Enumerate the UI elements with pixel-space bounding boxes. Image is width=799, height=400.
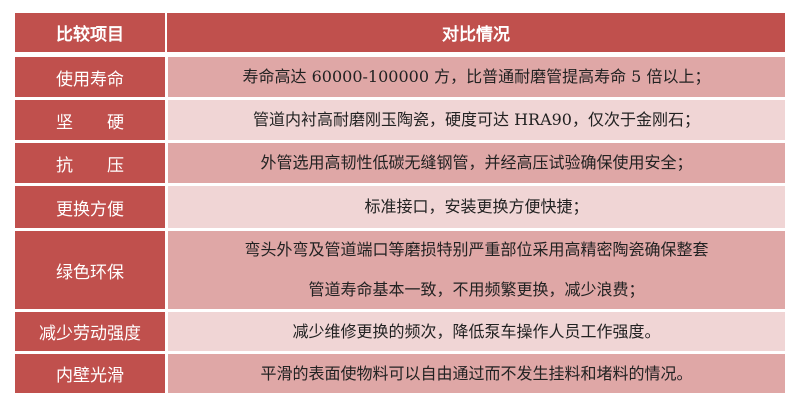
- description-line: 管道内衬高耐磨刚玉陶瓷，硬度可达 HRA90，仅次于金刚石；: [252, 110, 700, 129]
- row-description: 弯头外弯及管道端口等磨损特别严重部位采用高精密陶瓷确保整套 管道寿命基本一致，不…: [168, 231, 785, 309]
- table-row: 内壁光滑 平滑的表面使物料可以自由通过而不发生挂料和堵料的情况。: [15, 354, 785, 393]
- row-item: 更换方便: [15, 186, 165, 228]
- row-description: 标准接口，安装更换方便快捷；: [168, 186, 785, 228]
- description-line: 管道寿命基本一致，不用频繁更换，减少浪费；: [308, 280, 645, 299]
- row-item: 绿色环保: [15, 231, 165, 309]
- row-description: 平滑的表面使物料可以自由通过而不发生挂料和堵料的情况。: [168, 354, 785, 393]
- row-description: 外管选用高韧性低碳无缝钢管，并经高压试验确保使用安全；: [168, 143, 785, 183]
- description-line: 标准接口，安装更换方便快捷；: [364, 197, 589, 216]
- table-row: 坚 硬 管道内衬高耐磨刚玉陶瓷，硬度可达 HRA90，仅次于金刚石；: [15, 100, 785, 140]
- table-row: 更换方便 标准接口，安装更换方便快捷；: [15, 186, 785, 228]
- table-row: 抗 压 外管选用高韧性低碳无缝钢管，并经高压试验确保使用安全；: [15, 143, 785, 183]
- table-row: 减少劳动强度 减少维修更换的频次，降低泵车操作人员工作强度。: [15, 312, 785, 351]
- row-description: 减少维修更换的频次，降低泵车操作人员工作强度。: [168, 312, 785, 351]
- row-item: 使用寿命: [15, 57, 165, 97]
- description-line: 平滑的表面使物料可以自由通过而不发生挂料和堵料的情况。: [260, 363, 693, 383]
- description-line: 弯头外弯及管道端口等磨损特别严重部位采用高精密陶瓷确保整套: [244, 240, 709, 259]
- header-item: 比较项目: [15, 13, 165, 52]
- description-line: 减少维修更换的频次，降低泵车操作人员工作强度。: [292, 321, 661, 341]
- header-description: 对比情况: [167, 13, 785, 52]
- table-row: 使用寿命 寿命高达 60000-100000 方，比普通耐磨管提高寿命 5 倍以…: [15, 57, 785, 97]
- row-description: 寿命高达 60000-100000 方，比普通耐磨管提高寿命 5 倍以上；: [168, 57, 785, 97]
- row-item: 抗 压: [15, 143, 165, 183]
- row-item: 内壁光滑: [15, 354, 165, 393]
- table-row: 绿色环保 弯头外弯及管道端口等磨损特别严重部位采用高精密陶瓷确保整套 管道寿命基…: [15, 231, 785, 309]
- comparison-table: 比较项目 对比情况 使用寿命 寿命高达 60000-100000 方，比普通耐磨…: [15, 13, 785, 396]
- row-item: 减少劳动强度: [15, 312, 165, 351]
- table-header: 比较项目 对比情况: [15, 13, 785, 52]
- description-line: 寿命高达 60000-100000 方，比普通耐磨管提高寿命 5 倍以上；: [242, 67, 711, 86]
- row-description: 管道内衬高耐磨刚玉陶瓷，硬度可达 HRA90，仅次于金刚石；: [168, 100, 785, 140]
- description-line: 外管选用高韧性低碳无缝钢管，并经高压试验确保使用安全；: [260, 153, 693, 172]
- row-item: 坚 硬: [15, 100, 165, 140]
